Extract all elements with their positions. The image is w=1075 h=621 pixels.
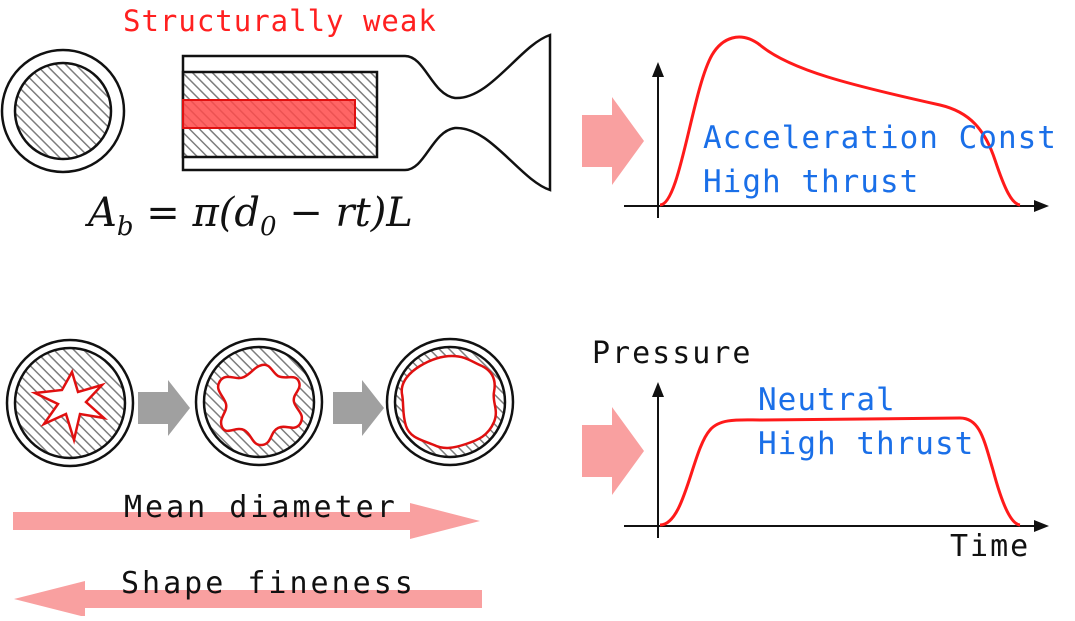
rounded-grain xyxy=(194,337,324,467)
progressive-pressure-curve xyxy=(659,35,1021,207)
near-circular-grain xyxy=(385,337,515,467)
bottom-curve-label-1: Neutral xyxy=(758,382,896,418)
burn-area-formula: Ab = π(d0 − rt)L xyxy=(88,190,413,242)
result-arrow-bottom xyxy=(582,407,644,495)
bottom-graph-axes xyxy=(624,382,1049,538)
top-graph-axes xyxy=(624,62,1049,218)
top-curve-label-1: Acceleration Const xyxy=(703,120,1057,156)
result-arrow-top xyxy=(582,97,644,185)
shape-fineness-label: Shape fineness xyxy=(121,566,416,601)
pressure-axis-label: Pressure xyxy=(592,336,753,371)
star-grain xyxy=(5,338,135,468)
transition-arrow-1 xyxy=(138,380,190,436)
transition-arrow-2 xyxy=(333,380,384,436)
neutral-pressure-curve xyxy=(659,416,1021,527)
mean-diameter-arrow xyxy=(13,503,480,539)
top-curve-label-2: High thrust xyxy=(703,164,920,200)
burning-bore xyxy=(182,99,356,129)
motor-side-view xyxy=(181,33,552,192)
time-axis-label: Time xyxy=(950,529,1031,564)
shape-fineness-arrow xyxy=(14,581,482,617)
bottom-curve-label-2: High thrust xyxy=(758,426,975,462)
tube-grain-end-view xyxy=(0,48,126,174)
mean-diameter-label: Mean diameter xyxy=(124,490,398,525)
structurally-weak-label: Structurally weak xyxy=(123,4,437,38)
